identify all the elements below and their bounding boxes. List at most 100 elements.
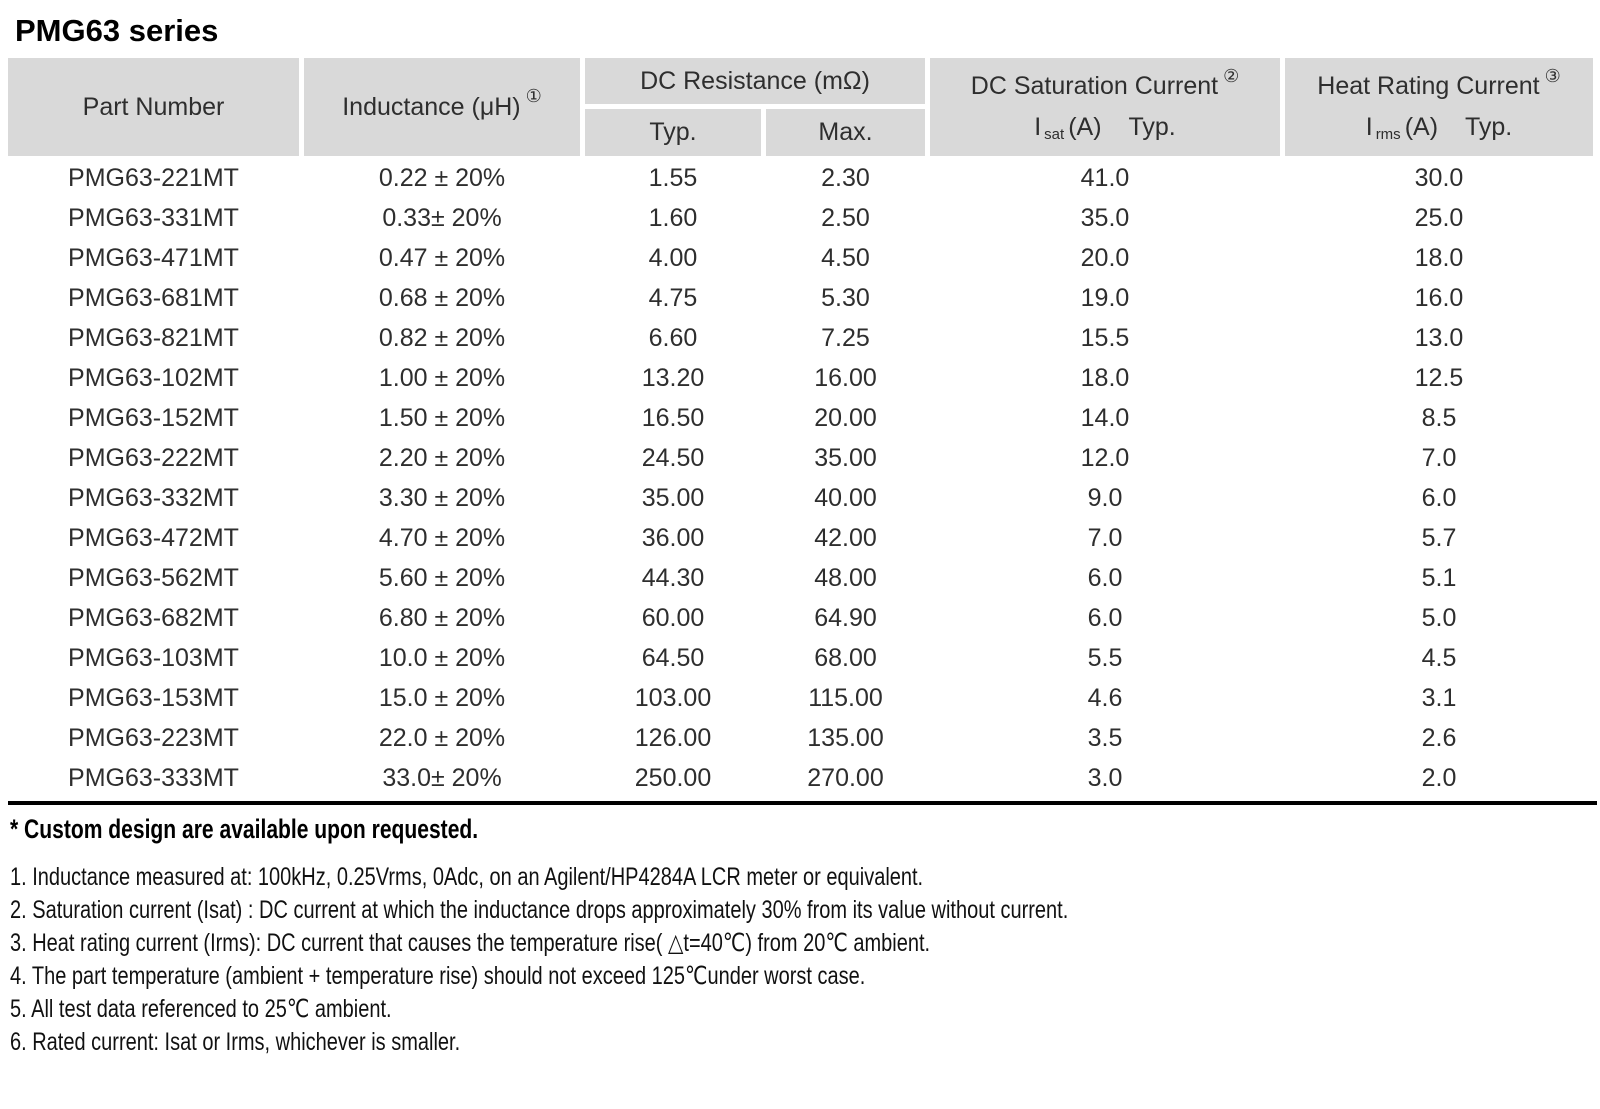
cell-isat: 41.0 — [930, 158, 1280, 198]
cell-irms: 3.1 — [1285, 678, 1593, 718]
irms-unit: (A) — [1404, 113, 1439, 141]
header-dc-resistance: DC Resistance (mΩ) — [585, 58, 925, 104]
irms-typ-label: Typ. — [1465, 113, 1513, 141]
cell-dcr-max: 5.30 — [766, 278, 925, 318]
header-inductance-label: Inductance (μH) — [342, 92, 521, 121]
cell-part-number: PMG63-332MT — [8, 478, 299, 518]
cell-dcr-max: 4.50 — [766, 238, 925, 278]
cell-dcr-typ: 24.50 — [585, 438, 761, 478]
footnote-3: 3. Heat rating current (Irms): DC curren… — [10, 929, 931, 957]
divider-rule — [8, 801, 1597, 805]
cell-part-number: PMG63-152MT — [8, 398, 299, 438]
cell-inductance: 0.82 ± 20% — [304, 318, 580, 358]
cell-isat: 14.0 — [930, 398, 1280, 438]
cell-irms: 5.0 — [1285, 598, 1593, 638]
cell-irms: 13.0 — [1285, 318, 1593, 358]
table-row: PMG63-102MT 1.00 ± 20% 13.20 16.00 18.0 12.5 — [8, 358, 1598, 398]
cell-dcr-typ: 103.00 — [585, 678, 761, 718]
cell-isat: 6.0 — [930, 558, 1280, 598]
cell-part-number: PMG63-331MT — [8, 198, 299, 238]
cell-irms: 16.0 — [1285, 278, 1593, 318]
cell-dcr-max: 64.90 — [766, 598, 925, 638]
cell-dcr-typ: 4.00 — [585, 238, 761, 278]
cell-dcr-max: 270.00 — [766, 758, 925, 798]
cell-part-number: PMG63-333MT — [8, 758, 299, 798]
cell-inductance: 3.30 ± 20% — [304, 478, 580, 518]
cell-irms: 7.0 — [1285, 438, 1593, 478]
cell-inductance: 10.0 ± 20% — [304, 638, 580, 678]
header-dc-saturation-title: DC Saturation Current ② — [970, 65, 1240, 101]
cell-irms: 30.0 — [1285, 158, 1593, 198]
cell-inductance: 0.22 ± 20% — [304, 158, 580, 198]
cell-part-number: PMG63-223MT — [8, 718, 299, 758]
cell-part-number: PMG63-821MT — [8, 318, 299, 358]
header-part-number: Part Number — [8, 58, 299, 156]
cell-part-number: PMG63-222MT — [8, 438, 299, 478]
cell-inductance: 22.0 ± 20% — [304, 718, 580, 758]
table-row: PMG63-153MT 15.0 ± 20% 103.00 115.00 4.6 3.1 — [8, 678, 1598, 718]
cell-dcr-max: 16.00 — [766, 358, 925, 398]
footnotes: 1. Inductance measured at: 100kHz, 0.25V… — [10, 861, 1600, 1059]
cell-isat: 7.0 — [930, 518, 1280, 558]
cell-irms: 4.5 — [1285, 638, 1593, 678]
cell-dcr-max: 42.00 — [766, 518, 925, 558]
cell-irms: 2.6 — [1285, 718, 1593, 758]
table-row: PMG63-222MT 2.20 ± 20% 24.50 35.00 12.0 7.0 — [8, 438, 1598, 478]
cell-isat: 5.5 — [930, 638, 1280, 678]
page-title: PMG63 series — [15, 13, 219, 48]
cell-inductance: 15.0 ± 20% — [304, 678, 580, 718]
cell-isat: 19.0 — [930, 278, 1280, 318]
table-row: PMG63-471MT 0.47 ± 20% 4.00 4.50 20.0 18.0 — [8, 238, 1598, 278]
cell-irms: 5.7 — [1285, 518, 1593, 558]
cell-dcr-max: 20.00 — [766, 398, 925, 438]
cell-dcr-typ: 126.00 — [585, 718, 761, 758]
table-row: PMG63-332MT 3.30 ± 20% 35.00 40.00 9.0 6.0 — [8, 478, 1598, 518]
footnote-6: 6. Rated current: Isat or Irms, whicheve… — [10, 1028, 461, 1056]
header-dc-saturation-label: DC Saturation Current — [970, 72, 1219, 100]
table-row: PMG63-103MT 10.0 ± 20% 64.50 68.00 5.5 4.5 — [8, 638, 1598, 678]
header-dcr-max: Max. — [766, 109, 925, 156]
cell-dcr-max: 68.00 — [766, 638, 925, 678]
cell-dcr-max: 2.50 — [766, 198, 925, 238]
cell-part-number: PMG63-472MT — [8, 518, 299, 558]
cell-isat: 35.0 — [930, 198, 1280, 238]
cell-dcr-typ: 35.00 — [585, 478, 761, 518]
cell-isat: 6.0 — [930, 598, 1280, 638]
cell-dcr-max: 2.30 — [766, 158, 925, 198]
table-row: PMG63-682MT 6.80 ± 20% 60.00 64.90 6.0 5.0 — [8, 598, 1598, 638]
cell-irms: 8.5 — [1285, 398, 1593, 438]
table-body: PMG63-221MT 0.22 ± 20% 1.55 2.30 41.0 30.0 PMG… — [8, 158, 1598, 798]
cell-irms: 25.0 — [1285, 198, 1593, 238]
table-row: PMG63-333MT 33.0± 20% 250.00 270.00 3.0 2.0 — [8, 758, 1598, 798]
table-row: PMG63-472MT 4.70 ± 20% 36.00 42.00 7.0 5.7 — [8, 518, 1598, 558]
cell-dcr-typ: 60.00 — [585, 598, 761, 638]
irms-symbol: I — [1365, 113, 1373, 141]
cell-dcr-typ: 44.30 — [585, 558, 761, 598]
cell-dcr-typ: 1.60 — [585, 198, 761, 238]
cell-inductance: 0.33± 20% — [304, 198, 580, 238]
header-heat-rating-label: Heat Rating Current — [1317, 72, 1540, 100]
cell-dcr-max: 48.00 — [766, 558, 925, 598]
footnote-2: 2. Saturation current (Isat) : DC curren… — [10, 896, 1069, 924]
cell-dcr-max: 35.00 — [766, 438, 925, 478]
cell-irms: 18.0 — [1285, 238, 1593, 278]
table-row: PMG63-821MT 0.82 ± 20% 6.60 7.25 15.5 13.0 — [8, 318, 1598, 358]
cell-isat: 3.5 — [930, 718, 1280, 758]
cell-part-number: PMG63-682MT — [8, 598, 299, 638]
table-row: PMG63-681MT 0.68 ± 20% 4.75 5.30 19.0 16.0 — [8, 278, 1598, 318]
cell-dcr-max: 115.00 — [766, 678, 925, 718]
cell-isat: 4.6 — [930, 678, 1280, 718]
cell-part-number: PMG63-221MT — [8, 158, 299, 198]
table-row: PMG63-331MT 0.33± 20% 1.60 2.50 35.0 25.0 — [8, 198, 1598, 238]
cell-inductance: 2.20 ± 20% — [304, 438, 580, 478]
cell-isat: 3.0 — [930, 758, 1280, 798]
spec-table: Part Number Inductance (μH) ① DC Resistan… — [8, 58, 1598, 798]
isat-typ-label: Typ. — [1128, 113, 1176, 141]
cell-dcr-typ: 16.50 — [585, 398, 761, 438]
cell-inductance: 4.70 ± 20% — [304, 518, 580, 558]
cell-inductance: 33.0± 20% — [304, 758, 580, 798]
cell-dcr-typ: 13.20 — [585, 358, 761, 398]
